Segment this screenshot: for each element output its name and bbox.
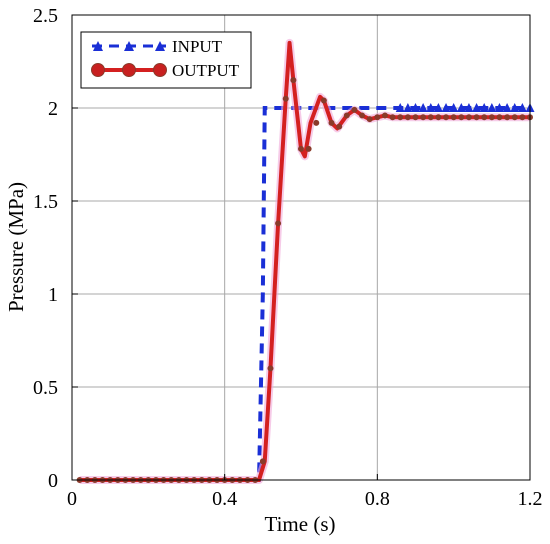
x-axis-title: Time (s) xyxy=(265,512,336,536)
legend-output-marker xyxy=(153,63,167,77)
y-tick-label: 2 xyxy=(48,98,58,120)
output-series-marker xyxy=(366,116,373,123)
y-axis-title: Pressure (MPa) xyxy=(4,182,28,312)
input-series-marker xyxy=(441,103,451,112)
output-series-marker xyxy=(336,123,343,130)
output-series-marker xyxy=(465,114,472,121)
output-series-marker xyxy=(427,114,434,121)
y-tick-label: 1.5 xyxy=(33,191,58,213)
legend-box xyxy=(80,31,252,89)
plot-frame xyxy=(71,14,531,481)
x-tick-label: 1.2 xyxy=(518,488,543,510)
output-series-marker xyxy=(404,114,411,121)
output-series-marker xyxy=(496,114,503,121)
input-series-marker xyxy=(403,103,413,112)
output-series-marker xyxy=(397,114,404,121)
legend-item-input: INPUT xyxy=(92,37,223,56)
output-series-marker xyxy=(450,114,457,121)
output-series-marker xyxy=(275,220,282,227)
input-series-marker xyxy=(487,103,497,112)
output-series-marker xyxy=(458,114,465,121)
series-layer xyxy=(76,38,535,484)
output-series-marker xyxy=(320,97,327,104)
output-series-marker xyxy=(511,114,518,121)
legend-output-label: OUTPUT xyxy=(172,61,240,80)
input-series-marker xyxy=(411,103,420,112)
output-series-marker xyxy=(443,114,450,121)
input-series-marker xyxy=(456,103,466,112)
legend-output-marker xyxy=(91,63,105,77)
y-tick-label: 1 xyxy=(48,284,58,306)
input-series-marker xyxy=(517,103,527,112)
x-tick-label: 0.8 xyxy=(365,488,390,510)
input-series-marker xyxy=(510,103,520,112)
output-series-marker xyxy=(412,114,419,121)
output-series-marker xyxy=(420,114,427,121)
output-series-marker xyxy=(282,95,289,102)
input-series-marker xyxy=(395,103,405,112)
input-series-marker xyxy=(418,103,428,112)
output-series-marker xyxy=(290,77,297,84)
legend-input-marker xyxy=(93,41,103,51)
output-series-marker xyxy=(519,114,526,121)
axis-ticks: 0 0.4 0.8 1.2 0 0.5 1 1.5 2 2.5 xyxy=(33,5,543,510)
output-series-marker xyxy=(328,119,335,126)
output-series-marker xyxy=(435,114,442,121)
output-series-marker xyxy=(298,145,304,152)
input-series-marker xyxy=(426,103,436,112)
input-series-marker xyxy=(464,103,474,112)
input-series-marker xyxy=(433,103,443,112)
y-tick-label: 0 xyxy=(48,470,58,492)
output-series-marker xyxy=(267,365,274,372)
output-series-marker xyxy=(359,112,366,119)
x-tick-label: 0 xyxy=(67,488,77,510)
output-series-marker xyxy=(343,112,350,119)
output-series-marker xyxy=(481,114,488,121)
legend-output-marker xyxy=(122,63,136,77)
output-series-marker xyxy=(381,112,388,119)
y-tick-label: 0.5 xyxy=(33,377,58,399)
input-series-marker xyxy=(479,103,489,112)
legend-item-output: OUTPUT xyxy=(91,61,240,80)
output-series-marker xyxy=(504,114,511,121)
input-series-marker xyxy=(502,103,512,112)
output-series-marker xyxy=(259,458,266,465)
output-series-marker xyxy=(313,119,320,126)
output-series-marker xyxy=(473,114,480,121)
output-series-marker xyxy=(351,106,358,113)
output-series-marker xyxy=(488,114,495,121)
input-series-marker xyxy=(449,103,459,112)
x-tick-label: 0.4 xyxy=(212,488,237,510)
legend-input-marker xyxy=(124,41,134,51)
input-series-marker xyxy=(472,103,482,112)
legend-input-marker xyxy=(155,41,165,51)
legend: INPUT OUTPUT xyxy=(80,31,252,89)
y-tick-label: 2.5 xyxy=(33,5,58,27)
legend-input-label: INPUT xyxy=(172,37,223,56)
input-series-marker xyxy=(494,103,504,112)
output-series-marker xyxy=(305,145,312,152)
output-series-marker xyxy=(389,114,396,121)
output-series-marker xyxy=(374,114,381,121)
